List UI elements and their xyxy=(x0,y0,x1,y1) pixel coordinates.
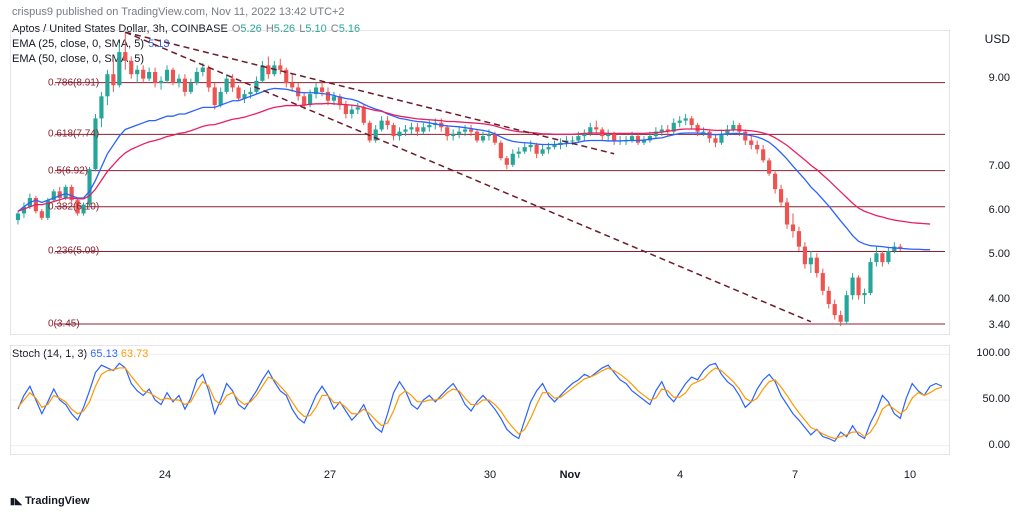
x-axis: 24 27 30 Nov 4 7 10 xyxy=(10,469,950,489)
x-tick: 30 xyxy=(484,469,496,481)
publisher-text: crispus9 published on TradingView.com, N… xyxy=(12,6,345,18)
fib-level: 0.618(7.74) xyxy=(48,129,99,140)
y-tick: 3.40 xyxy=(989,319,1010,331)
x-tick: 4 xyxy=(677,469,683,481)
chart-container: crispus9 published on TradingView.com, N… xyxy=(0,0,1024,511)
x-tick: 10 xyxy=(904,469,916,481)
fib-level: 0(3.45) xyxy=(48,318,80,329)
stoch-y-tick: 50.00 xyxy=(982,393,1010,405)
stochastic-chart[interactable] xyxy=(10,345,950,455)
fib-level: 0.382(6.10) xyxy=(48,201,99,212)
stoch-y-tick: 0.00 xyxy=(989,439,1010,451)
fib-level: 0.5(6.92) xyxy=(48,165,88,176)
tradingview-logo: ▮◣ TradingView xyxy=(10,495,90,507)
y-tick: 7.00 xyxy=(989,160,1010,172)
y-tick: 5.00 xyxy=(989,248,1010,260)
price-chart[interactable] xyxy=(10,30,950,335)
y-tick: 6.00 xyxy=(989,204,1010,216)
y-tick: 9.00 xyxy=(989,72,1010,84)
x-tick: 24 xyxy=(159,469,171,481)
stoch-y-tick: 100.00 xyxy=(976,347,1010,359)
x-tick: Nov xyxy=(560,469,581,481)
x-tick: 27 xyxy=(324,469,336,481)
fib-level: 0.236(5.09) xyxy=(48,246,99,257)
y-tick: 4.00 xyxy=(989,293,1010,305)
y-axis-title: USD xyxy=(985,32,1010,46)
fib-level: 0.786(8.91) xyxy=(48,77,99,88)
x-tick: 7 xyxy=(792,469,798,481)
